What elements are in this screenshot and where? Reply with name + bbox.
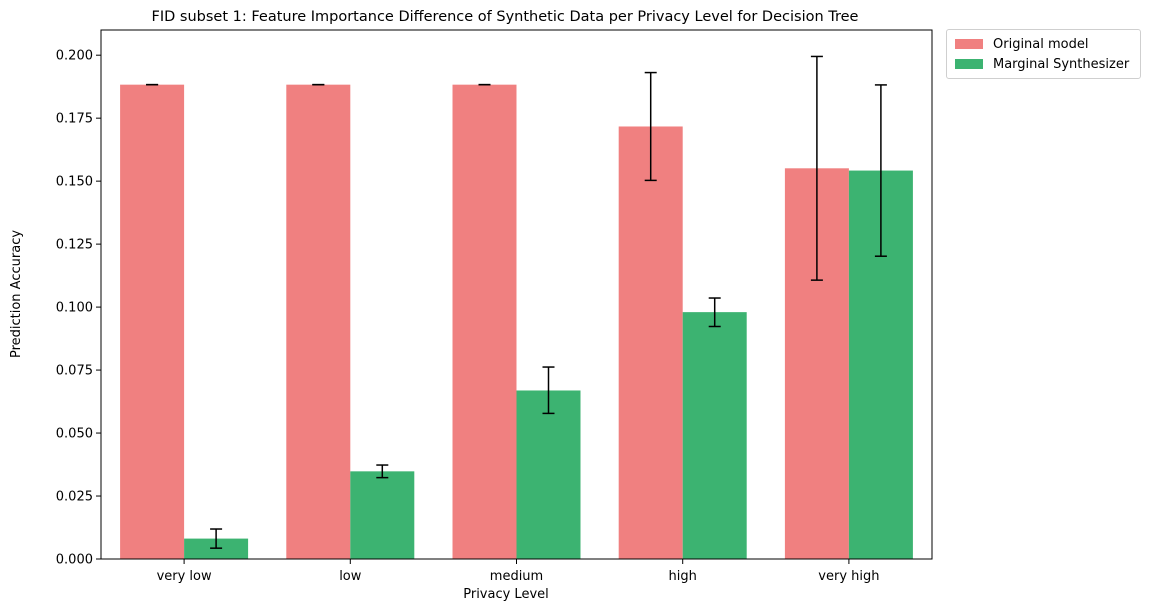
chart-title: FID subset 1: Feature Importance Differe…	[152, 9, 859, 25]
x-tick-label: medium	[490, 569, 543, 584]
x-tick-label: low	[339, 569, 362, 584]
bar	[452, 84, 517, 559]
error-bars-group	[146, 55, 887, 549]
x-tick-label: high	[669, 569, 697, 584]
x-axis-ticks: very low low medium high very high	[157, 559, 880, 584]
bar	[286, 84, 351, 559]
y-tick-label: 0.100	[56, 301, 93, 316]
y-tick-label: 0.200	[56, 49, 93, 64]
y-tick-label: 0.050	[56, 427, 93, 442]
legend-item-marginal: Marginal Synthesizer	[955, 55, 1129, 73]
y-tick-label: 0.075	[56, 364, 93, 379]
legend: Original model Marginal Synthesizer	[946, 29, 1141, 79]
legend-item-original: Original model	[955, 35, 1088, 53]
y-tick-label: 0.000	[56, 553, 93, 568]
y-tick-label: 0.150	[56, 175, 93, 190]
legend-label-marginal: Marginal Synthesizer	[993, 56, 1130, 72]
y-tick-label: 0.175	[56, 112, 93, 127]
y-axis-label: Prediction Accuracy	[9, 230, 24, 358]
bar	[618, 126, 683, 559]
bar	[350, 471, 415, 559]
x-axis-label: Privacy Level	[463, 587, 549, 602]
plot-frame	[100, 29, 933, 560]
y-tick-label: 0.025	[56, 490, 93, 505]
legend-swatch-marginal	[955, 59, 983, 69]
bars-group	[120, 84, 913, 559]
y-tick-label: 0.125	[56, 238, 93, 253]
x-tick-label: very high	[818, 569, 879, 584]
legend-swatch-original	[955, 39, 983, 49]
y-axis-ticks: 0.000 0.025 0.050 0.075 0.100 0.125 0.150 0.175…	[56, 49, 101, 568]
x-tick-label: very low	[157, 569, 212, 584]
bar	[516, 390, 581, 559]
legend-label-original: Original model	[993, 36, 1089, 52]
bar	[120, 84, 185, 559]
bar	[682, 312, 747, 559]
